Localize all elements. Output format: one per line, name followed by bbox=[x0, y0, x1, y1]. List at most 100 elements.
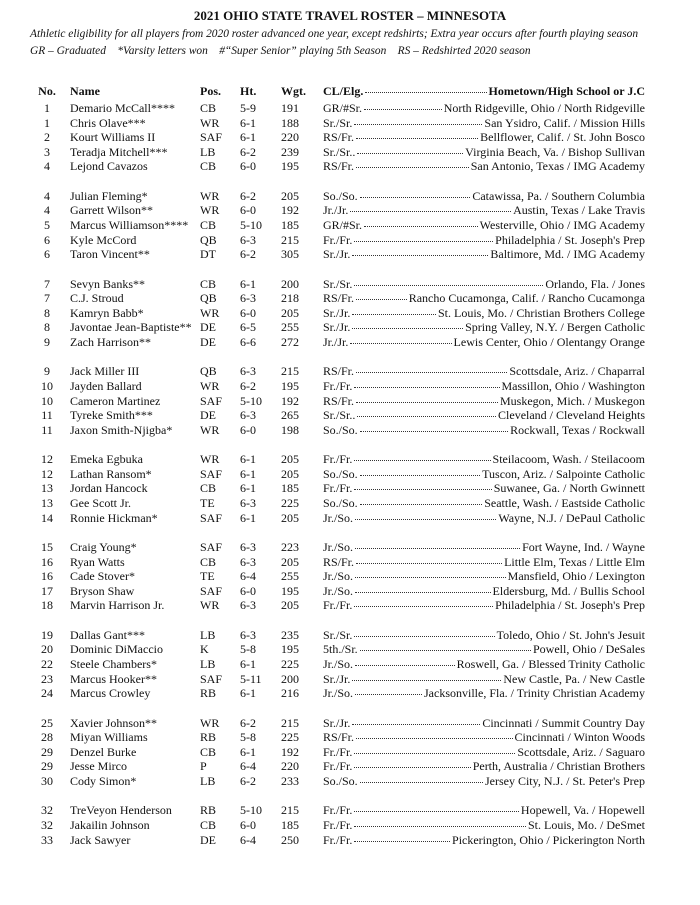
number: 3 bbox=[44, 144, 50, 159]
height: 6-0 bbox=[240, 818, 256, 832]
player-row: 29 Denzel Burke CB 6-1 192 Fr./Fr. Scottsdale,… bbox=[0, 745, 700, 760]
number: 32 bbox=[41, 818, 53, 832]
player-row: 6 Kyle McCord QB 6-3 215 Fr./Fr. Philadelphia … bbox=[0, 233, 700, 248]
position: TE bbox=[200, 496, 215, 510]
hometown: Seattle, Wash. / Eastside Catholic bbox=[484, 496, 645, 510]
class-eligibility: RS/Fr. bbox=[323, 393, 355, 408]
height: 6-3 bbox=[240, 408, 256, 423]
eligibility-hometown: CL/Elg. Hometown/High School or J.C bbox=[323, 84, 645, 99]
eligibility-hometown: Fr./Fr. St. Louis, Mo. / DeSmet bbox=[323, 818, 645, 833]
class-eligibility: RS/Fr. bbox=[323, 159, 355, 174]
class-eligibility: So./So. bbox=[323, 188, 358, 203]
name: Jayden Ballard bbox=[70, 379, 142, 393]
weight: 265 bbox=[281, 408, 299, 423]
eligibility-hometown: Sr./Jr. St. Louis, Mo. / Christian Brothe… bbox=[323, 306, 645, 321]
position: DT bbox=[200, 247, 216, 262]
number: 5 bbox=[44, 218, 50, 232]
dot-leader bbox=[356, 364, 508, 374]
weight: 200 bbox=[281, 276, 299, 291]
player-row: 4 Lejond Cavazos CB 6-0 195 RS/Fr. San Antonio… bbox=[0, 159, 700, 174]
number: No. bbox=[38, 84, 56, 98]
number: 12 bbox=[41, 466, 53, 481]
hometown: Lewis Center, Ohio / Olentangy Orange bbox=[453, 335, 645, 349]
title: 2021 OHIO STATE TRAVEL ROSTER – MINNESOT… bbox=[193, 8, 507, 23]
number: 18 bbox=[41, 598, 53, 613]
dot-leader bbox=[355, 686, 422, 696]
class-eligibility: Jr./So. bbox=[323, 569, 354, 584]
number: 16 bbox=[41, 554, 53, 569]
height: 6-1 bbox=[240, 510, 256, 525]
number: 8 bbox=[44, 305, 50, 320]
position: WR bbox=[200, 379, 220, 393]
hometown: Orlando, Fla. / Jones bbox=[545, 276, 645, 291]
legend: GR – Graduated *Varsity letters won #“Su… bbox=[30, 45, 531, 57]
dot-leader bbox=[350, 335, 452, 344]
class-eligibility: GR/#Sr. bbox=[323, 218, 363, 232]
eligibility-hometown: So./So. Jersey City, N.J. / St. Peter's P… bbox=[323, 774, 645, 789]
number: 20 bbox=[41, 642, 53, 657]
class-eligibility: Sr./Sr.. bbox=[323, 144, 356, 159]
position: WR bbox=[200, 203, 220, 218]
height: 6-1 bbox=[240, 130, 256, 145]
dot-leader bbox=[356, 394, 498, 403]
class-eligibility: CL/Elg. bbox=[323, 84, 364, 98]
name: Jesse Mirco bbox=[70, 759, 127, 774]
eligibility-hometown: 5th./Sr. Powell, Ohio / DeSales bbox=[323, 642, 645, 657]
player-row: 9 Zach Harrison** DE 6-6 272 Jr./Jr. Lewis Cen… bbox=[0, 335, 700, 350]
player-row: 13 Gee Scott Jr. TE 6-3 225 So./So. Seattle, W… bbox=[0, 496, 700, 511]
position: CB bbox=[200, 554, 217, 569]
player-row: 16 Cade Stover* TE 6-4 255 Jr./So. Mansfield, … bbox=[0, 569, 700, 584]
hometown: Roswell, Ga. / Blessed Trinity Catholic bbox=[456, 657, 645, 671]
weight: 255 bbox=[281, 569, 299, 584]
dot-leader bbox=[359, 642, 531, 652]
player-row: 1 Chris Olave*** WR 6-1 188 Sr./Sr. San Ysidro… bbox=[0, 116, 700, 131]
name: Jack Miller III bbox=[70, 364, 140, 379]
hometown: Austin, Texas / Lake Travis bbox=[513, 203, 645, 218]
hometown: St. Louis, Mo. / DeSmet bbox=[527, 818, 645, 832]
position: QB bbox=[200, 232, 217, 247]
number: 28 bbox=[41, 730, 53, 745]
eligibility-hometown: So./So. Seattle, Wash. / Eastside Catholi… bbox=[323, 496, 645, 511]
name: Name bbox=[70, 84, 100, 98]
dot-leader bbox=[359, 189, 471, 198]
class-eligibility: Sr./Sr.. bbox=[323, 408, 356, 423]
name: Craig Young* bbox=[70, 540, 137, 554]
eligibility-hometown: Sr./Sr. San Ysidro, Calif. / Mission Hill… bbox=[323, 116, 645, 131]
dot-leader bbox=[355, 657, 455, 666]
player-row: 15 Craig Young* SAF 6-3 223 Jr./So. Fort Wayne… bbox=[0, 540, 700, 555]
position: SAF bbox=[200, 583, 223, 598]
player-row: 9 Jack Miller III QB 6-3 215 RS/Fr. Scottsdale… bbox=[0, 364, 700, 379]
hometown: Cincinnati / Summit Country Day bbox=[482, 715, 645, 730]
number: 12 bbox=[41, 452, 53, 467]
class-eligibility: Fr./Fr. bbox=[323, 803, 353, 818]
weight: 205 bbox=[281, 452, 299, 467]
eligibility-hometown: RS/Fr. Scottsdale, Ariz. / Chaparral bbox=[323, 364, 645, 379]
height: 6-6 bbox=[240, 335, 256, 349]
eligibility-hometown: Fr./Fr. Massillon, Ohio / Washington bbox=[323, 379, 645, 394]
dot-leader bbox=[352, 306, 436, 315]
dot-leader bbox=[352, 247, 489, 257]
height: 6-1 bbox=[240, 744, 256, 759]
number: 11 bbox=[41, 408, 53, 423]
class-eligibility: Jr./So. bbox=[323, 510, 354, 525]
eligibility-hometown: GR/#Sr. North Ridgeville, Ohio / North Ri… bbox=[323, 101, 645, 116]
number: 9 bbox=[44, 364, 50, 379]
position: Pos. bbox=[200, 84, 221, 98]
player-row: 4 Garrett Wilson** WR 6-0 192 Jr./Jr. Austin, … bbox=[0, 203, 700, 218]
height: 6-1 bbox=[240, 686, 256, 701]
hometown: Cincinnati / Winton Woods bbox=[514, 730, 645, 745]
class-eligibility: Jr./So. bbox=[323, 540, 354, 554]
eligibility-hometown: Fr./Fr. Hopewell, Va. / Hopewell bbox=[323, 803, 645, 818]
height: 6-1 bbox=[240, 466, 256, 481]
number: 29 bbox=[41, 759, 53, 774]
player-row: 14 Ronnie Hickman* SAF 6-1 205 Jr./So. Wayne, … bbox=[0, 511, 700, 526]
hometown: Scottsdale, Ariz. / Saguaro bbox=[517, 744, 645, 759]
position: TE bbox=[200, 569, 215, 584]
hometown: Virginia Beach, Va. / Bishop Sullivan bbox=[465, 144, 645, 159]
height: 6-3 bbox=[240, 232, 256, 247]
name: Sevyn Banks** bbox=[70, 276, 145, 291]
weight: 218 bbox=[281, 291, 299, 306]
hometown: Wayne, N.J. / DePaul Catholic bbox=[498, 510, 645, 525]
height: 6-3 bbox=[240, 291, 256, 306]
weight: 250 bbox=[281, 832, 299, 847]
